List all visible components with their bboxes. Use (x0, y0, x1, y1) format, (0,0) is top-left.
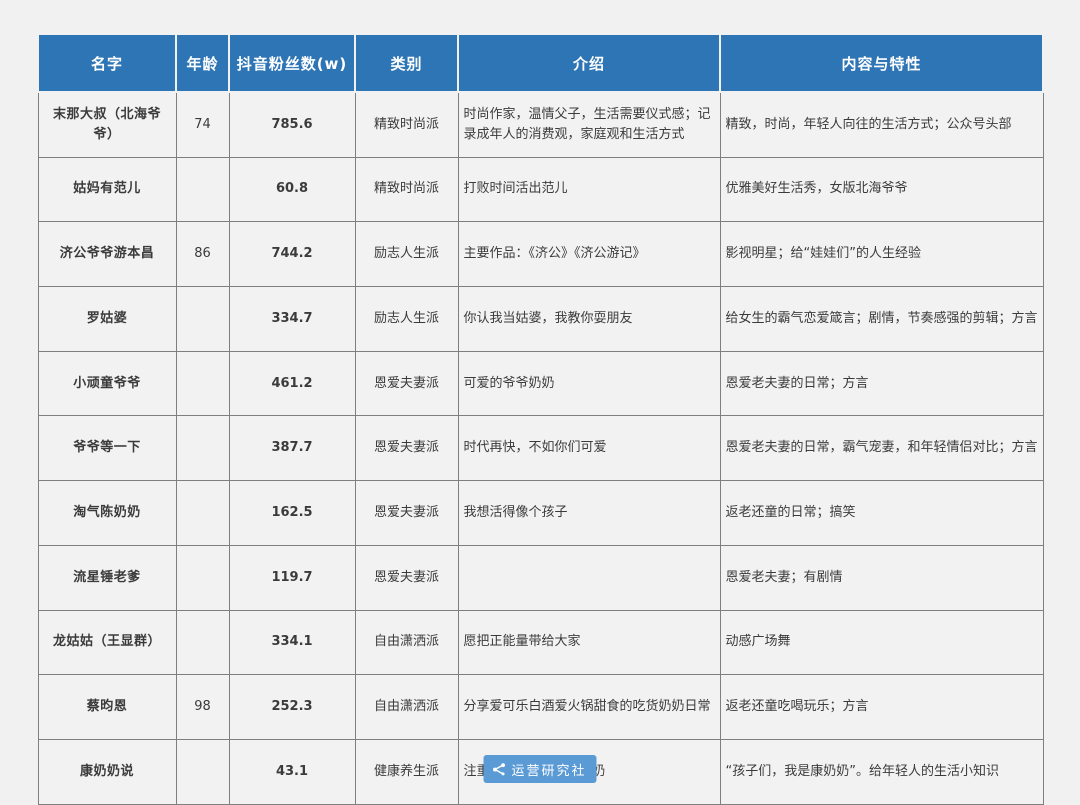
cell-intro: 打败时间活出范儿 (457, 156, 721, 223)
cell-age (175, 286, 230, 352)
column-header-followers: 抖音粉丝数(w) (228, 33, 356, 93)
table-row: 龙姑姑（王显群） 334.1 自由潇洒派 愿把正能量带给大家 动感广场舞 (37, 609, 1044, 676)
cell-category: 恩爱夫妻派 (354, 350, 459, 417)
cell-category: 精致时尚派 (354, 156, 459, 223)
cell-intro: 你认我当姑婆，我教你耍朋友 (457, 286, 721, 352)
cell-intro: 愿把正能量带给大家 (457, 609, 721, 676)
cell-name: 罗姑婆 (37, 286, 177, 352)
table-row: 罗姑婆 334.7 励志人生派 你认我当姑婆，我教你耍朋友 给女生的霸气恋爱箴言；剧情，… (37, 286, 1044, 352)
cell-age (175, 480, 230, 546)
cell-features: 返老还童吃喝玩乐；方言 (719, 674, 1044, 740)
cell-intro: 主要作品：《济公》《济公游记》 (457, 221, 721, 288)
cell-age (175, 156, 230, 223)
table-row: 蔡昀恩 98 252.3 自由潇洒派 分享爱可乐白酒爱火锅甜食的吃货奶奶日常 返老还童吃喝… (37, 674, 1044, 740)
column-header-name: 名字 (37, 33, 177, 93)
cell-age (175, 415, 230, 482)
cell-name: 淘气陈奶奶 (37, 480, 177, 546)
cell-intro: 时尚作家，温情父子，生活需要仪式感；记录成年人的消费观，家庭观和生活方式 (457, 91, 721, 158)
cell-category: 恩爱夫妻派 (354, 480, 459, 546)
cell-intro: 时代再快，不如你们可爱 (457, 415, 721, 482)
cell-category: 励志人生派 (354, 221, 459, 288)
cell-name: 姑妈有范儿 (37, 156, 177, 223)
cell-features: 返老还童的日常；搞笑 (719, 480, 1044, 546)
cell-name: 龙姑姑（王显群） (37, 609, 177, 676)
cell-features: 恩爱老夫妻的日常，霸气宠妻，和年轻情侣对比；方言 (719, 415, 1044, 482)
table-row: 末那大叔（北海爷爷） 74 785.6 精致时尚派 时尚作家，温情父子，生活需要仪式感；… (37, 91, 1044, 158)
table-row: 爷爷等一下 387.7 恩爱夫妻派 时代再快，不如你们可爱 恩爱老夫妻的日常，霸气宠妻，… (37, 415, 1044, 482)
cell-intro (457, 544, 721, 611)
cell-intro: 我想活得像个孩子 (457, 480, 721, 546)
cell-category: 励志人生派 (354, 286, 459, 352)
cell-category: 恩爱夫妻派 (354, 415, 459, 482)
table-header-row: 名字 年龄 抖音粉丝数(w) 类别 介绍 内容与特性 (37, 33, 1044, 93)
table-row: 济公爷爷游本昌 86 744.2 励志人生派 主要作品：《济公》《济公游记》 影视明星；给… (37, 221, 1044, 288)
cell-followers: 162.5 (228, 480, 356, 546)
cell-category: 自由潇洒派 (354, 674, 459, 740)
cell-age (175, 544, 230, 611)
cell-features: 影视明星；给“娃娃们”的人生经验 (719, 221, 1044, 288)
cell-age (175, 609, 230, 676)
cell-category: 精致时尚派 (354, 91, 459, 158)
cell-name: 流星锤老爹 (37, 544, 177, 611)
cell-followers: 461.2 (228, 350, 356, 417)
column-header-age: 年龄 (175, 33, 230, 93)
cell-followers: 744.2 (228, 221, 356, 288)
cell-name: 末那大叔（北海爷爷） (37, 91, 177, 158)
cell-name: 蔡昀恩 (37, 674, 177, 740)
cell-age: 98 (175, 674, 230, 740)
cell-intro: 分享爱可乐白酒爱火锅甜食的吃货奶奶日常 (457, 674, 721, 740)
column-header-intro: 介绍 (457, 33, 721, 93)
cell-followers: 252.3 (228, 674, 356, 740)
cell-followers: 334.1 (228, 609, 356, 676)
influencer-table: 名字 年龄 抖音粉丝数(w) 类别 介绍 内容与特性 末那大叔（北海爷爷） 74 785.6 精… (37, 33, 1044, 805)
column-header-category: 类别 (354, 33, 459, 93)
cell-features: 动感广场舞 (719, 609, 1044, 676)
cell-features: 恩爱老夫妻的日常；方言 (719, 350, 1044, 417)
cell-features: 优雅美好生活秀，女版北海爷爷 (719, 156, 1044, 223)
influencer-table-container: 名字 年龄 抖音粉丝数(w) 类别 介绍 内容与特性 末那大叔（北海爷爷） 74 785.6 精… (37, 33, 1044, 805)
cell-features: 恩爱老夫妻；有剧情 (719, 544, 1044, 611)
cell-category: 自由潇洒派 (354, 609, 459, 676)
cell-followers: 387.7 (228, 415, 356, 482)
footer-logo: 运营研究社 (483, 755, 597, 783)
cell-features: 精致，时尚，年轻人向往的生活方式；公众号头部 (719, 91, 1044, 158)
cell-followers: 785.6 (228, 91, 356, 158)
cell-followers: 334.7 (228, 286, 356, 352)
table-row: 小顽童爷爷 461.2 恩爱夫妻派 可爱的爷爷奶奶 恩爱老夫妻的日常；方言 (37, 350, 1044, 417)
cell-name: 爷爷等一下 (37, 415, 177, 482)
table-row: 姑妈有范儿 60.8 精致时尚派 打败时间活出范儿 优雅美好生活秀，女版北海爷爷 (37, 156, 1044, 223)
share-icon (491, 762, 506, 777)
cell-category: 健康养生派 (354, 738, 459, 805)
footer-logo-text: 运营研究社 (511, 763, 587, 779)
cell-name: 康奶奶说 (37, 738, 177, 805)
cell-age: 86 (175, 221, 230, 288)
table-row: 淘气陈奶奶 162.5 恩爱夫妻派 我想活得像个孩子 返老还童的日常；搞笑 (37, 480, 1044, 546)
table-row: 流星锤老爹 119.7 恩爱夫妻派 恩爱老夫妻；有剧情 (37, 544, 1044, 611)
cell-age (175, 350, 230, 417)
cell-followers: 43.1 (228, 738, 356, 805)
cell-features: 给女生的霸气恋爱箴言；剧情，节奏感强的剪辑；方言 (719, 286, 1044, 352)
column-header-features: 内容与特性 (719, 33, 1044, 93)
cell-name: 济公爷爷游本昌 (37, 221, 177, 288)
cell-followers: 60.8 (228, 156, 356, 223)
cell-followers: 119.7 (228, 544, 356, 611)
cell-name: 小顽童爷爷 (37, 350, 177, 417)
cell-intro: 可爱的爷爷奶奶 (457, 350, 721, 417)
cell-age: 74 (175, 91, 230, 158)
cell-features: “孩子们，我是康奶奶”。给年轻人的生活小知识 (719, 738, 1044, 805)
cell-age (175, 738, 230, 805)
cell-category: 恩爱夫妻派 (354, 544, 459, 611)
